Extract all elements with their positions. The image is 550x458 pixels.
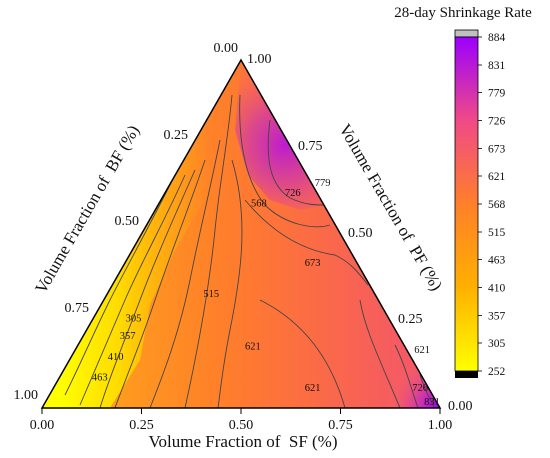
contour-label-568-5: 568 [251, 199, 267, 210]
colorbar-tick-label-726: 726 [488, 116, 506, 128]
colorbar-tick-label-252: 252 [488, 366, 506, 378]
colorbar-over-range [454, 29, 479, 38]
colorbar-gradient [454, 36, 479, 372]
contour-label-410-2: 410 [108, 352, 124, 363]
contour-line-779 [267, 119, 326, 206]
left-tick-3: 0.75 [65, 301, 90, 316]
contour-line-673 [244, 199, 369, 286]
colorbar-tick-label-673: 673 [488, 144, 506, 156]
bottom-axis-title: Volume Fraction of SF (%) [148, 432, 337, 451]
colorbar-under-range [455, 371, 478, 378]
colorbar-tick-label-463: 463 [488, 255, 506, 267]
colorbar-ticks: 884 831 779 726 673 621 568 515 463 410 357 305 252 [478, 32, 506, 378]
contour-lines [64, 94, 436, 408]
contour-line-357 [79, 174, 186, 406]
left-tick-2: 0.50 [115, 214, 140, 229]
tick-marks [41, 408, 441, 414]
contour-label-621-6: 621 [245, 341, 261, 352]
contour-label-831-13: 831 [424, 397, 440, 408]
field-purple-corner [385, 353, 440, 408]
contour-line-568 [184, 94, 233, 408]
field-purple-top [235, 60, 325, 210]
contour-label-726-10: 726 [285, 188, 301, 199]
contour-label-463-3: 463 [92, 373, 108, 384]
left-tick-4: 1.00 [14, 388, 39, 403]
contour-line-515 [149, 139, 221, 408]
right-tick-1: 0.75 [298, 139, 323, 154]
right-axis-ticks: 1.00 0.75 0.50 0.25 0.00 [247, 52, 473, 414]
colorbar-tick-label-515: 515 [488, 227, 506, 239]
colorbar-tick-label-410: 410 [488, 283, 506, 295]
contour-label-515-4: 515 [203, 289, 219, 300]
left-tick-1: 0.25 [164, 128, 189, 143]
contour-label-726-11: 726 [412, 383, 428, 394]
contour-line-410 [99, 169, 196, 408]
colorbar-tick-label-831: 831 [488, 60, 506, 72]
contour-line-621-a [217, 159, 243, 408]
right-tick-4: 0.00 [448, 399, 473, 414]
contour-label-673-9: 673 [305, 258, 321, 269]
contour-line-726-b [394, 344, 419, 408]
contour-line-621-c [359, 299, 401, 408]
bottom-tick-1: 0.25 [129, 418, 154, 433]
colorbar-tick-label-621: 621 [488, 171, 506, 183]
contour-label-621-7: 621 [305, 383, 321, 394]
contour-label-779-12: 779 [315, 178, 331, 189]
bottom-tick-3: 0.75 [328, 418, 353, 433]
right-tick-3: 0.25 [398, 312, 423, 327]
contour-line-305 [64, 174, 176, 396]
bottom-axis-ticks: 0.00 0.25 0.50 0.75 1.00 [30, 418, 453, 433]
contour-line-463 [114, 159, 206, 408]
right-tick-0: 1.00 [247, 52, 272, 67]
contour-label-305-0: 305 [126, 314, 142, 325]
bottom-tick-0: 0.00 [30, 418, 55, 433]
colorbar-tick-label-779: 779 [488, 88, 506, 100]
bottom-tick-2: 0.50 [229, 418, 254, 433]
colorbar-tick-label-568: 568 [488, 199, 506, 211]
right-tick-2: 0.50 [348, 226, 373, 241]
left-tick-0: 0.00 [214, 41, 239, 56]
colorbar: 28-day Shrinkage Rate 884 831 779 726 673 621… [394, 5, 532, 378]
bottom-tick-4: 1.00 [428, 418, 453, 433]
colorbar-tick-label-305: 305 [488, 338, 506, 350]
contour-line-726-a [239, 94, 331, 228]
contour-line-621-b [259, 299, 346, 408]
colorbar-tick-label-884: 884 [488, 32, 506, 44]
colorbar-title: 28-day Shrinkage Rate [394, 5, 532, 21]
left-axis-ticks: 0.00 0.25 0.50 0.75 1.00 [14, 41, 239, 403]
contour-line-831 [419, 374, 436, 408]
colorbar-tick-label-357: 357 [488, 311, 506, 323]
contour-label-357-1: 357 [120, 331, 136, 342]
contour-label-621-8: 621 [414, 345, 430, 356]
